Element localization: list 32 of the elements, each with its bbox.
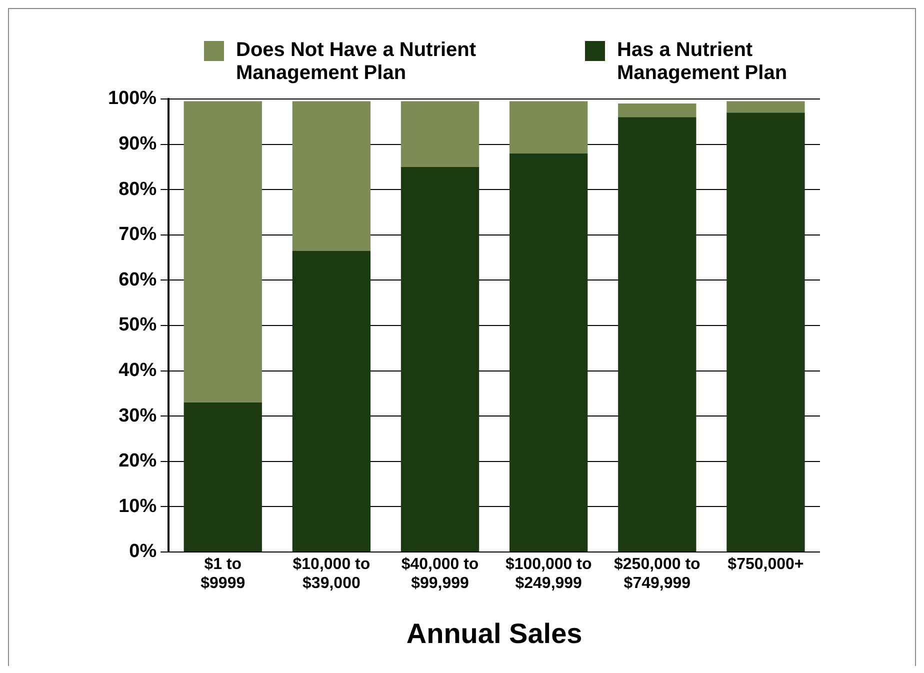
y-tick-label: 20%	[118, 450, 157, 472]
x-tick-label: $250,000 to $749,999	[614, 556, 701, 592]
y-tick-label: 30%	[118, 405, 157, 426]
y-tick-label: 0%	[129, 541, 157, 562]
bar	[726, 112, 805, 552]
bar	[400, 166, 480, 552]
y-tick-label: 90%	[118, 134, 157, 155]
x-tick-label: $750,000+	[728, 556, 804, 574]
y-tick-label: 100%	[108, 88, 157, 110]
x-tick-label: $100,000 to $249,999	[505, 556, 592, 592]
y-tick-label: 50%	[118, 314, 157, 336]
y-tick-label: 40%	[118, 360, 157, 382]
bar	[400, 101, 480, 167]
bar	[509, 101, 588, 154]
bar	[184, 101, 262, 403]
bar	[292, 101, 371, 251]
bar	[618, 117, 696, 552]
x-tick-label: $40,000 to $99,999	[401, 556, 479, 592]
x-tick-label: $1 to $9999	[200, 556, 246, 592]
y-tick-label: 10%	[118, 496, 157, 517]
legend-label: Has a Nutrient Management Plan	[617, 39, 788, 85]
y-tick-label: 70%	[118, 224, 157, 246]
x-axis-title: Annual Sales	[406, 618, 582, 649]
legend-label: Does Not Have a Nutrient Management Plan	[236, 39, 478, 85]
bar	[184, 402, 262, 552]
bar	[509, 153, 588, 552]
y-tick-label: 80%	[118, 178, 157, 200]
y-tick-label: 60%	[118, 269, 157, 290]
bar	[292, 250, 371, 552]
bar	[726, 101, 805, 113]
bar	[618, 104, 696, 118]
x-tick-label: $10,000 to $39,000	[292, 556, 370, 592]
